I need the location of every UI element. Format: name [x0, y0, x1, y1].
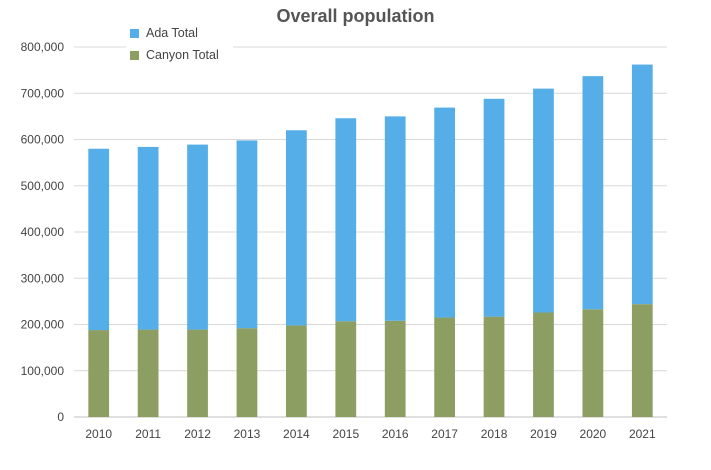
- bar-canyon: [533, 312, 554, 417]
- legend-swatch-canyon: [130, 50, 139, 60]
- legend-label-ada: Ada Total: [146, 26, 198, 40]
- y-tick-label: 400,000: [21, 225, 65, 239]
- y-tick-label: 600,000: [21, 133, 65, 147]
- bar-canyon: [483, 316, 505, 417]
- bar-canyon: [137, 329, 159, 417]
- bar-ada: [533, 88, 554, 313]
- legend: Ada Total Canyon Total: [126, 20, 233, 70]
- y-tick-label: 800,000: [21, 40, 65, 54]
- chart-title: Overall population: [276, 6, 435, 26]
- x-tick-label: 2017: [431, 427, 458, 441]
- x-tick-label: 2019: [530, 427, 557, 441]
- bar-ada: [88, 148, 110, 331]
- bar-ada: [631, 64, 653, 305]
- legend-item-ada: Ada Total: [130, 22, 219, 44]
- bar-ada: [236, 140, 258, 329]
- bar-ada: [434, 107, 456, 318]
- y-tick-label: 300,000: [21, 271, 65, 285]
- bar-ada: [335, 118, 357, 322]
- bar-canyon: [631, 304, 653, 417]
- y-tick-label: 700,000: [21, 86, 65, 100]
- bar-canyon: [384, 320, 406, 417]
- x-tick-label: 2018: [481, 427, 508, 441]
- bar-canyon: [434, 317, 456, 417]
- bar-canyon: [236, 328, 258, 417]
- y-tick-label: 500,000: [21, 179, 65, 193]
- x-tick-label: 2020: [580, 427, 607, 441]
- x-tick-label: 2013: [234, 427, 261, 441]
- y-tick-label: 0: [57, 410, 64, 424]
- bar-ada: [384, 116, 406, 321]
- x-tick-label: 2014: [283, 427, 310, 441]
- bar-canyon: [285, 325, 307, 417]
- bar-ada: [137, 146, 159, 330]
- x-tick-label: 2021: [629, 427, 656, 441]
- bar-canyon: [582, 309, 604, 417]
- legend-swatch-ada: [130, 28, 139, 38]
- bar-ada: [582, 76, 604, 310]
- x-tick-label: 2016: [382, 427, 409, 441]
- bar-ada: [483, 98, 505, 317]
- legend-item-canyon: Canyon Total: [130, 44, 219, 66]
- bar-ada: [187, 144, 208, 330]
- x-tick-label: 2011: [135, 427, 161, 441]
- bar-canyon: [187, 329, 208, 417]
- x-tick-label: 2010: [85, 427, 112, 441]
- y-tick-label: 200,000: [21, 318, 65, 332]
- x-tick-label: 2012: [184, 427, 211, 441]
- bar-ada: [285, 130, 307, 326]
- bar-canyon: [335, 321, 357, 417]
- x-tick-label: 2015: [332, 427, 359, 441]
- bar-canyon: [88, 330, 110, 417]
- y-tick-label: 100,000: [21, 364, 65, 378]
- legend-label-canyon: Canyon Total: [146, 48, 219, 62]
